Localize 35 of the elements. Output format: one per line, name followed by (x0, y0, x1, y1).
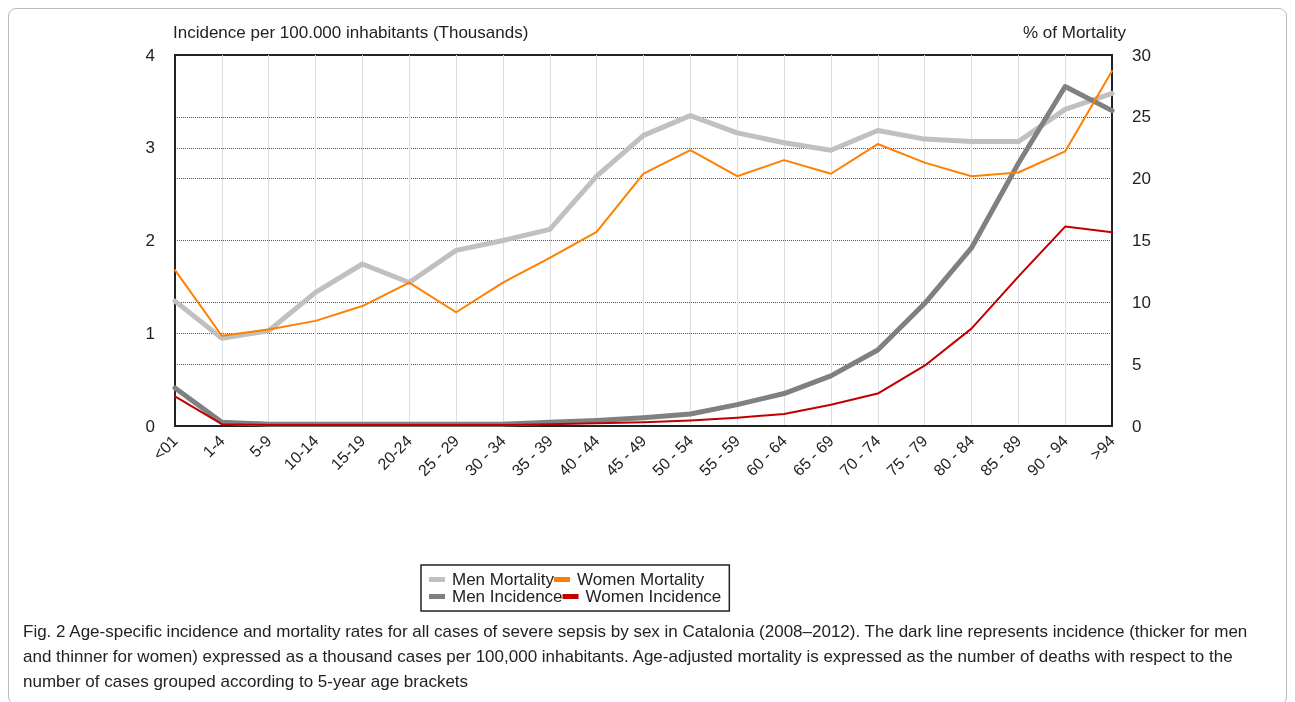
y-tick-label: 4 (145, 45, 155, 65)
x-tick-label: 55 - 59 (696, 431, 744, 480)
x-tick-label: 30 - 34 (461, 431, 510, 480)
x-tick-label: 5-9 (246, 431, 275, 461)
x-tick-label: 85 - 89 (977, 431, 1025, 480)
y2-tick-label: 15 (1132, 231, 1151, 250)
legend-label: Men Incidence (452, 587, 563, 606)
x-tick-label: 1-4 (199, 431, 228, 461)
x-tick-label: 75 - 79 (883, 431, 931, 480)
y2-tick-label: 5 (1132, 354, 1142, 374)
y2-tick-label: 30 (1132, 45, 1151, 65)
y-axis-title: Incidence per 100.000 inhabitants (Thousands) (173, 23, 529, 42)
x-tick-label: 45 - 49 (602, 431, 650, 480)
x-tick-label: >94 (1086, 431, 1119, 464)
legend-label: Women Mortality (577, 570, 705, 589)
x-tick-label: 50 - 54 (649, 431, 697, 480)
legend-label: Women Incidence (585, 587, 722, 606)
x-tick-label: 60 - 64 (742, 431, 791, 480)
y-tick-label: 2 (145, 231, 155, 250)
x-tick-label: 70 - 74 (836, 431, 884, 480)
x-tick-label: 80 - 84 (930, 431, 978, 480)
y2-tick-label: 10 (1132, 292, 1151, 312)
y-tick-label: 1 (145, 323, 155, 343)
x-tick-label: 35 - 39 (508, 431, 556, 480)
caption: Fig. 2 Age-specific incidence and mortality rates for all cases of severe sepsis by sex in Catalonia (2008–2012). The dark line represents incidence (thicker for men and thinner for women) expressed as a thousand cases per 100,000 inhabitants. Age-adjusted mortality is expressed as the number of deaths with respect to the number of cases grouped according to 5-year age brackets (22, 621, 1249, 693)
y2-axis-title: % of Mortality (1023, 23, 1127, 42)
legend-label: Men Mortality (452, 570, 555, 589)
y2-tick-label: 0 (1132, 416, 1142, 436)
x-tick-label: 25 - 29 (414, 431, 463, 480)
x-tick-label: 40 - 44 (555, 431, 603, 480)
x-tick-label: 90 - 94 (1023, 431, 1072, 480)
y2-tick-label: 20 (1132, 169, 1151, 189)
y2-tick-label: 25 (1132, 107, 1151, 127)
x-tick-label: 65 - 69 (789, 431, 837, 480)
y-tick-label: 3 (145, 138, 155, 158)
